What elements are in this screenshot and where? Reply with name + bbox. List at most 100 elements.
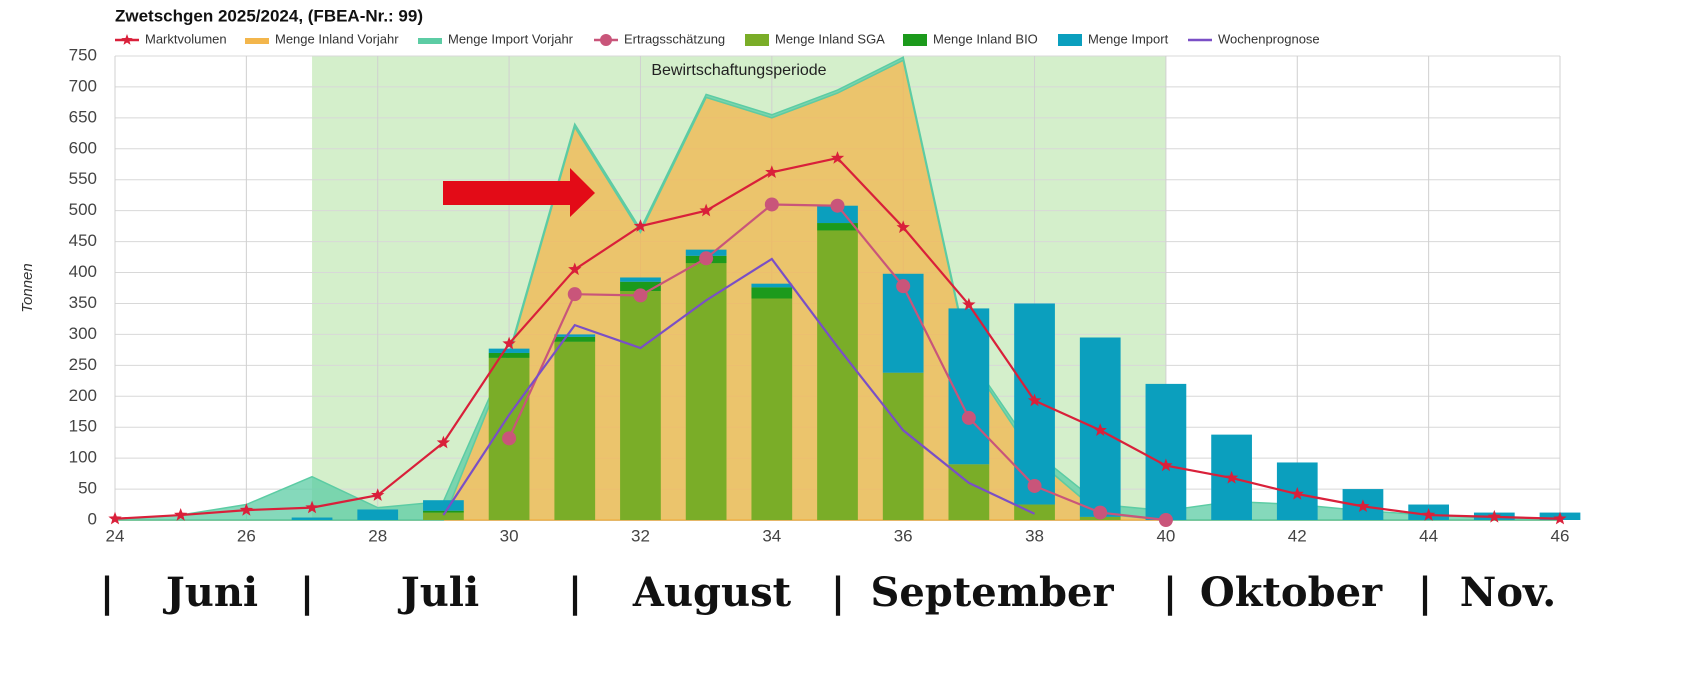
x-tick-label: 42 [1288,526,1307,545]
legend-swatch [418,38,442,44]
x-tick-label: 36 [894,526,913,545]
marker [896,279,911,294]
bar [817,223,858,231]
marker [764,197,779,212]
legend-label: Wochenprognose [1218,31,1320,46]
month-label: | [100,569,115,616]
x-tick-label: 24 [106,526,125,545]
month-label: Oktober [1200,569,1383,616]
month-label: | [300,569,315,616]
legend-label: Menge Inland BIO [933,31,1038,46]
marker [699,251,714,266]
y-tick-label: 650 [69,107,97,126]
y-tick-label: 300 [69,324,97,343]
y-tick-label: 700 [69,76,97,95]
bar [948,308,990,465]
bar [357,509,399,520]
marker [436,435,451,449]
legend-label: Menge Import Vorjahr [448,31,574,46]
month-label: Juni [163,569,258,616]
y-tick-label: 150 [69,417,97,436]
month-label: | [1163,569,1178,616]
legend-swatch [121,34,133,45]
bar [554,334,596,337]
bar [1014,303,1055,505]
marker [699,203,713,217]
bar [751,298,793,520]
bar [882,372,924,520]
bar [1145,383,1187,520]
month-label: Nov. [1460,569,1556,616]
marker [1027,478,1042,493]
marker [567,287,582,302]
x-tick-label: 30 [500,526,519,545]
bar [423,500,464,511]
bar [554,341,596,520]
x-tick-label: 38 [1025,526,1044,545]
month-label: August [632,569,792,616]
marker [961,410,976,425]
marker [896,220,910,234]
bar [685,263,727,520]
bar [423,512,464,520]
marker [1553,511,1567,525]
bar [620,277,661,282]
y-tick-label: 500 [69,200,97,219]
x-tick-label: 44 [1419,526,1438,545]
bar [620,291,661,520]
bar [488,352,530,358]
marker [765,165,779,178]
month-label: Juli [398,569,479,616]
bar [488,348,530,353]
x-tick-label: 32 [631,526,650,545]
y-tick-label: 600 [69,138,97,157]
month-label: September [870,569,1114,616]
marker [108,511,122,525]
legend-swatch [600,34,612,46]
marker [1158,513,1173,527]
bar [554,336,596,342]
y-tick-label: 0 [88,509,97,528]
bar [948,464,990,520]
bar [620,281,661,292]
marker [1093,423,1107,436]
month-label: | [568,569,583,616]
band-label: Bewirtschaftungsperiode [651,62,826,79]
marker [830,198,845,213]
x-tick-label: 26 [237,526,256,545]
bar [751,287,793,299]
legend-label: Menge Inland Vorjahr [275,31,399,46]
y-tick-label: 350 [69,293,97,312]
marker [1487,509,1501,523]
bar [423,510,464,513]
legend-label: Menge Inland SGA [775,31,885,46]
marker [1290,487,1304,500]
marker [830,151,845,164]
marker [633,288,648,303]
x-tick-label: 28 [368,526,387,545]
marker [502,431,517,446]
y-tick-label: 400 [69,262,97,281]
bar [291,517,333,520]
marker [633,219,648,232]
legend-swatch [1058,34,1082,46]
y-tick-label: 100 [69,448,97,467]
bar [817,230,858,521]
marker [371,488,385,501]
marker [305,500,319,514]
x-tick-label: 46 [1551,526,1570,545]
marker [174,508,188,521]
marker [502,336,516,350]
legend-swatch [745,34,769,46]
marker [1159,458,1173,472]
chart-title: Zwetschgen 2025/2024, (FBEA-Nr.: 99) [115,6,423,25]
legend-label: Marktvolumen [145,31,227,46]
legend-swatch [245,38,269,44]
y-tick-label: 250 [69,355,97,374]
x-tick-label: 40 [1156,526,1175,545]
y-tick-label: 200 [69,386,97,405]
marker [239,503,254,516]
y-tick-label: 550 [69,169,97,188]
marker [568,262,582,276]
